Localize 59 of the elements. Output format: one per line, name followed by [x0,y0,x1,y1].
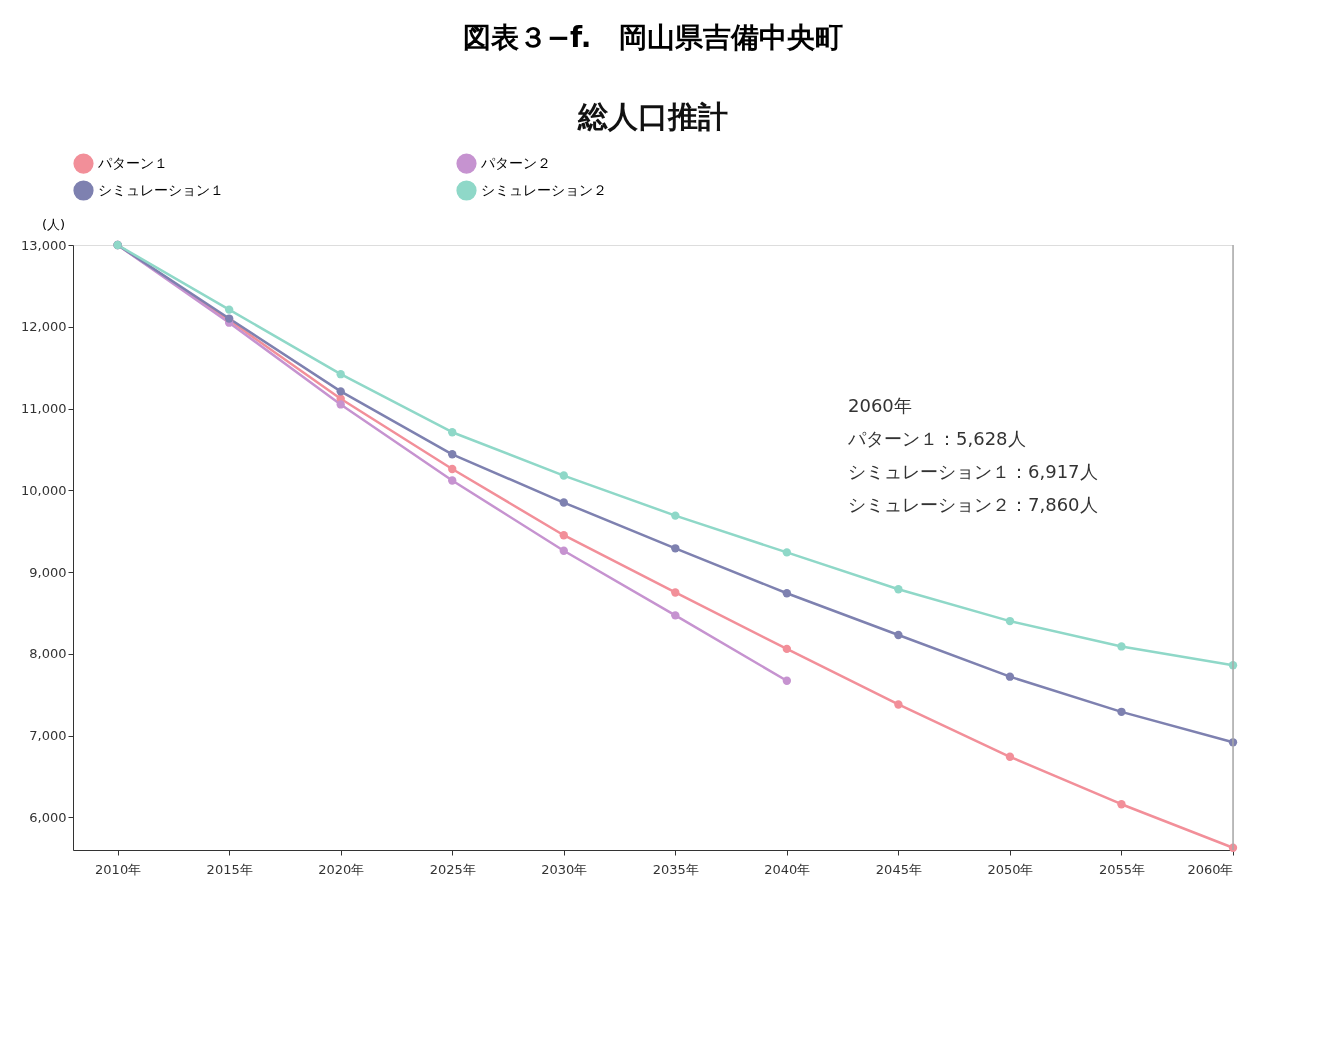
point [559,471,568,480]
annotation: パターン１：5,628人 [847,428,1026,449]
x-tick-label: 2045年 [875,861,922,877]
x-tick-label: 2055年 [1098,861,1146,877]
point [448,464,457,474]
y-axis-title: (人) [41,216,66,232]
point [671,588,680,597]
point [336,370,345,379]
point [671,511,680,520]
point [782,548,792,557]
annotation: シミュレーション２：7,860人 [848,494,1098,515]
y-tick-label: 7,000 [29,728,67,744]
legend-label: シミュレーション１ [98,181,224,198]
x-tick-label: 2035年 [652,861,699,877]
chart-subtitle: 総人口推計 [577,99,728,134]
point [671,544,680,553]
point [559,531,568,540]
point [782,676,792,685]
chart-title: 図表３−f. 岡山県吉備中央町 [462,21,844,54]
point [448,428,457,437]
legend-label: シミュレーション２ [481,181,607,198]
point [894,630,903,640]
point [671,611,680,620]
annotation: シミュレーション１：6,917人 [848,461,1098,482]
point [1117,642,1126,651]
annotation: 2060年 [848,395,912,416]
point [782,644,792,654]
point [559,498,568,507]
point [1005,616,1015,626]
x-tick-label: 2050年 [987,861,1034,877]
point [1005,672,1015,681]
x-tick-label: 2010年 [95,861,142,877]
legend-label: パターン１ [97,154,168,171]
point [894,700,903,709]
point [448,476,457,485]
x-tick-label: 2020年 [318,861,365,877]
point [1117,707,1126,717]
point [224,305,234,314]
x-tick-label: 2025年 [429,861,476,877]
y-tick-label: 11,000 [21,401,67,417]
point [1117,800,1126,809]
point [559,546,568,555]
x-tick-label: 2015年 [206,861,253,877]
point [448,450,457,459]
legend-label: パターン２ [480,154,551,171]
y-tick-label: 13,000 [21,237,67,253]
point [1005,752,1015,761]
y-tick-label: 12,000 [21,319,67,335]
y-tick-label: 6,000 [29,809,67,825]
x-tick-label: 2030年 [541,861,588,877]
x-tick-label: 2060年 [1187,861,1234,877]
x-tick-label: 2040年 [764,861,811,877]
y-tick-label: 10,000 [21,482,67,498]
point [336,387,345,396]
y-tick-label: 8,000 [29,646,67,662]
point [894,585,903,594]
point [336,400,345,409]
point [782,589,792,598]
y-tick-label: 9,000 [29,564,67,580]
